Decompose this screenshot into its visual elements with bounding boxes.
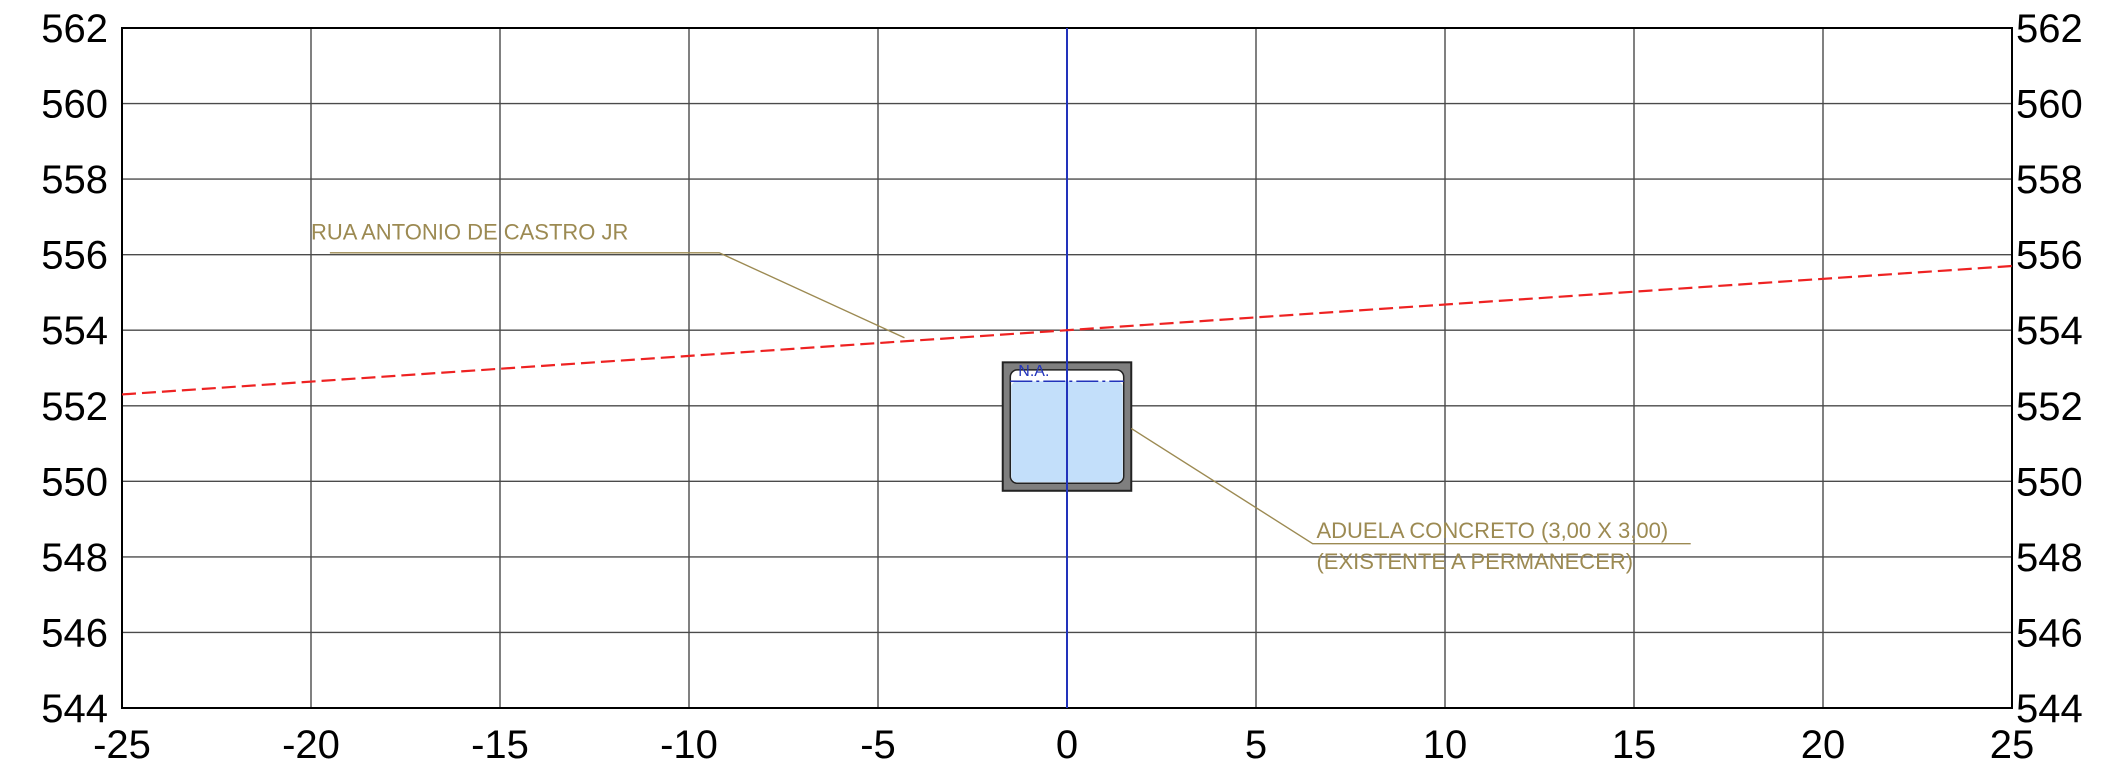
y-tick-label-right: 558	[2016, 158, 2083, 202]
y-tick-label-left: 554	[41, 309, 108, 353]
x-tick-label: 5	[1245, 723, 1267, 767]
x-tick-label: 0	[1056, 723, 1078, 767]
water-level-label: N.A.	[1018, 363, 1049, 380]
y-tick-label-left: 548	[41, 536, 108, 580]
y-tick-label-right: 556	[2016, 234, 2083, 278]
x-tick-label: 10	[1423, 723, 1468, 767]
y-tick-label-left: 560	[41, 83, 108, 127]
annotation-label-street: RUA ANTONIO DE CASTRO JR	[311, 220, 628, 245]
y-tick-label-left: 558	[41, 158, 108, 202]
y-tick-label-right: 554	[2016, 309, 2083, 353]
y-tick-label-right: 546	[2016, 611, 2083, 655]
y-tick-label-right: 560	[2016, 83, 2083, 127]
annotation-label-culvert: (EXISTENTE A PERMANECER)	[1316, 549, 1633, 574]
y-tick-label-right: 562	[2016, 7, 2083, 51]
y-tick-label-right: 550	[2016, 460, 2083, 504]
annotation-label-culvert: ADUELA CONCRETO (3,00 X 3,00)	[1316, 518, 1668, 543]
annotation-leader-street	[330, 253, 905, 338]
x-tick-label: -10	[660, 723, 718, 767]
x-tick-label: 20	[1801, 723, 1846, 767]
x-tick-label: -25	[93, 723, 151, 767]
y-tick-label-right: 548	[2016, 536, 2083, 580]
x-tick-label: -5	[860, 723, 896, 767]
x-tick-label: -15	[471, 723, 529, 767]
y-tick-label-left: 552	[41, 385, 108, 429]
x-tick-label: -20	[282, 723, 340, 767]
x-tick-label: 25	[1990, 723, 2035, 767]
y-tick-label-left: 562	[41, 7, 108, 51]
y-tick-label-left: 546	[41, 611, 108, 655]
x-tick-label: 15	[1612, 723, 1657, 767]
y-tick-label-right: 552	[2016, 385, 2083, 429]
y-tick-label-left: 550	[41, 460, 108, 504]
y-tick-label-left: 556	[41, 234, 108, 278]
